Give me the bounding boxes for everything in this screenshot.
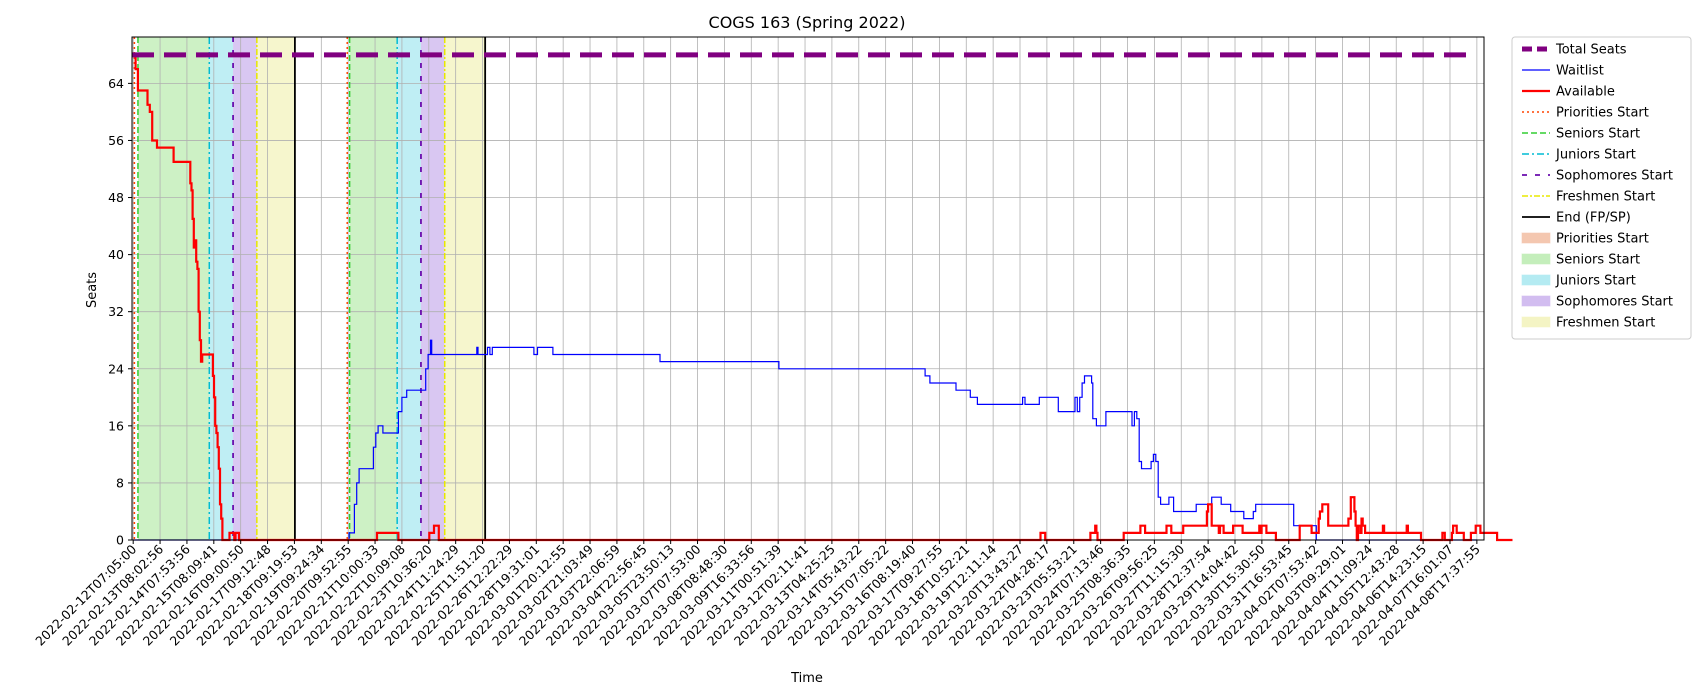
legend-swatch	[1521, 232, 1551, 244]
legend-label: Seniors Start	[1556, 253, 1640, 268]
legend-label: Freshmen Start	[1556, 190, 1655, 205]
band-sophomores	[420, 37, 445, 540]
legend-swatch	[1521, 295, 1551, 307]
legend-box	[1511, 36, 1692, 340]
data-series	[132, 52, 1513, 542]
legend-label: Priorities Start	[1556, 106, 1649, 121]
band-freshmen	[444, 37, 486, 540]
x-axis-ticks: 2022-02-12T07:05:002022-02-13T08:02:5620…	[32, 540, 1483, 649]
y-tick-label: 16	[108, 418, 124, 433]
legend-label: Sophomores Start	[1556, 169, 1673, 184]
band-seniors	[137, 37, 210, 540]
period-start-markers	[133, 37, 487, 540]
legend-swatch	[1521, 274, 1551, 286]
legend-label: Freshmen Start	[1556, 316, 1655, 331]
band-juniors	[209, 37, 234, 540]
legend-label: Total Seats	[1555, 43, 1627, 58]
y-tick-label: 8	[116, 475, 124, 490]
legend-swatch	[1521, 316, 1551, 328]
legend-label: Sophomores Start	[1556, 295, 1673, 310]
y-tick-label: 48	[108, 190, 124, 205]
y-tick-label: 40	[108, 247, 124, 262]
series-waitlist	[133, 339, 1477, 541]
legend-label: Priorities Start	[1556, 232, 1649, 247]
chart-title: COGS 163 (Spring 2022)	[709, 13, 906, 32]
y-axis-ticks: 0 8 16 24 32 40 48 56 64	[108, 76, 132, 548]
legend-label: Waitlist	[1556, 64, 1604, 79]
legend-label: Juniors Start	[1555, 148, 1636, 163]
y-tick-label: 24	[108, 361, 124, 376]
x-axis-label: Time	[790, 671, 823, 686]
band-freshmen	[256, 37, 295, 540]
legend-label: Juniors Start	[1555, 274, 1636, 289]
y-axis-label: Seats	[85, 272, 100, 308]
band-juniors	[397, 37, 421, 540]
series-available	[133, 53, 1513, 542]
legend-label: Seniors Start	[1556, 127, 1640, 142]
grid-lines	[132, 37, 1484, 541]
y-tick-label: 56	[108, 133, 124, 148]
legend: Total Seats Waitlist Available Priorities S…	[1511, 36, 1692, 340]
legend-swatch	[1521, 253, 1551, 265]
y-tick-label: 0	[116, 533, 124, 548]
y-tick-label: 64	[108, 76, 124, 91]
enrollment-period-bands	[137, 37, 486, 540]
plot-frame	[131, 36, 1485, 541]
legend-label: Available	[1556, 85, 1615, 100]
band-sophomores	[233, 37, 257, 540]
legend-label: End (FP/SP)	[1556, 211, 1631, 226]
y-tick-label: 32	[108, 304, 124, 319]
